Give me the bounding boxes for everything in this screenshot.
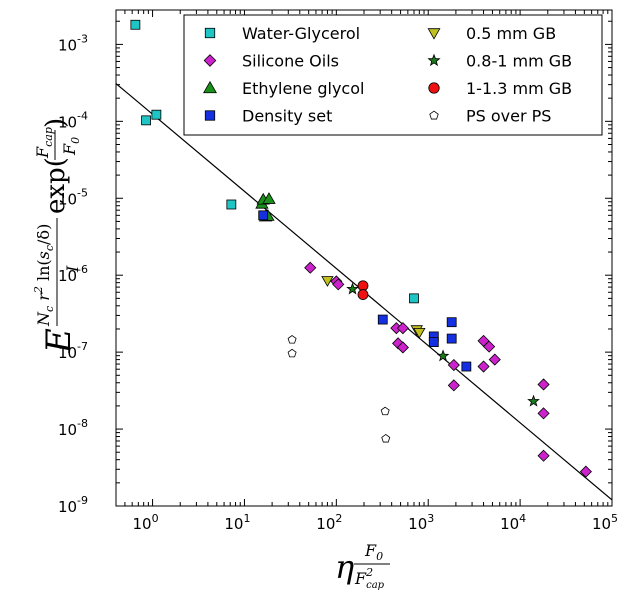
x-tick-label: 104	[500, 512, 526, 533]
legend-label-0-5-mm-gb: 0.5 mm GB	[466, 24, 556, 43]
series-density-set	[258, 210, 472, 372]
data-point-silicone-oils	[488, 353, 501, 366]
data-point-ps-over-ps	[380, 406, 390, 416]
legend-marker-density-set	[204, 110, 216, 121]
ticks-layer: 100 101 102 103 104 105 10-9 10-8 10-7 10-6 10-5 10…	[58, 10, 618, 533]
data-point-silicone-oils	[396, 341, 409, 354]
legend: Water-Glycerol Silicone Oils Ethylene glyc…	[183, 14, 603, 136]
svg-text:exp(: exp(	[41, 157, 71, 214]
y-axis-label: E Nc r2 ln(sc/δ) I exp( Fcap F0 )	[32, 118, 82, 354]
data-point-0-8-1-mm-gb	[346, 282, 359, 295]
series-0-5-mm-gb	[321, 276, 426, 339]
legend-box	[183, 14, 603, 136]
data-point-water-glycerol	[409, 293, 419, 304]
legend-label-1-1-3-mm-gb: 1-1.3 mm GB	[466, 79, 572, 98]
legend-label-ethylene-glycol: Ethylene glycol	[242, 79, 364, 98]
series-water-glycerol	[130, 19, 419, 304]
series-1-1-3-mm-gb	[357, 280, 369, 300]
svg-text:): )	[41, 118, 71, 128]
points-layer	[130, 19, 592, 478]
data-point-0-5-mm-gb	[413, 327, 426, 339]
legend-label-density-set: Density set	[242, 107, 332, 126]
x-tick-label: 103	[408, 512, 434, 533]
legend-label-0-8-1-mm-gb: 0.8-1 mm GB	[466, 52, 572, 71]
legend-marker-0-8-1-mm-gb	[427, 53, 441, 67]
data-point-silicone-oils	[579, 465, 592, 478]
y-tick-label: 10-3	[58, 32, 88, 54]
svg-text:E: E	[39, 328, 79, 354]
y-tick-label: 10-6	[58, 263, 88, 285]
data-point-ps-over-ps	[287, 348, 297, 358]
x-tick-label: 102	[316, 512, 342, 533]
data-point-density-set	[428, 337, 439, 348]
legend-marker-1-1-3-mm-gb	[428, 82, 440, 94]
data-point-1-1-3-mm-gb	[357, 289, 369, 300]
data-point-0-5-mm-gb	[321, 276, 334, 287]
svg-text:η: η	[335, 548, 354, 586]
data-point-silicone-oils	[477, 360, 490, 373]
data-point-silicone-oils	[447, 379, 460, 392]
data-point-silicone-oils	[537, 449, 550, 462]
x-tick-label: 100	[133, 512, 159, 533]
data-point-density-set	[258, 210, 269, 221]
legend-marker-ps-over-ps	[429, 110, 439, 120]
y-tick-label: 10-8	[58, 417, 88, 439]
legend-marker-0-5-mm-gb	[427, 28, 441, 40]
series-silicone-oils	[304, 261, 592, 478]
data-point-ps-over-ps	[381, 433, 391, 443]
legend-marker-ethylene-glycol	[203, 80, 217, 94]
y-tick-label: 10-4	[58, 109, 88, 131]
data-point-ps-over-ps	[287, 335, 297, 344]
series-0-8-1-mm-gb	[346, 282, 540, 407]
legend-label-ps-over-ps: PS over PS	[466, 107, 551, 126]
data-point-silicone-oils	[537, 407, 550, 420]
data-point-density-set	[446, 333, 457, 344]
legend-marker-water-glycerol	[204, 27, 216, 39]
data-point-water-glycerol	[130, 19, 141, 30]
data-point-0-8-1-mm-gb	[436, 349, 450, 362]
legend-label-silicone-oils: Silicone Oils	[242, 52, 339, 71]
legend-label-water-glycerol: Water-Glycerol	[242, 24, 360, 43]
data-point-silicone-oils	[332, 278, 345, 291]
data-point-silicone-oils	[304, 261, 317, 274]
y-tick-label: 10-5	[58, 186, 88, 208]
data-point-density-set	[377, 314, 388, 325]
data-point-ethylene-glycol	[262, 192, 276, 204]
data-point-silicone-oils	[447, 358, 460, 372]
data-point-water-glycerol	[141, 115, 151, 126]
series-ps-over-ps	[287, 335, 391, 443]
svg-text:I: I	[63, 265, 82, 273]
data-point-density-set	[446, 317, 457, 328]
data-point-0-8-1-mm-gb	[527, 394, 540, 407]
data-point-silicone-oils	[483, 340, 496, 353]
data-point-density-set	[461, 361, 472, 372]
x-tick-label: 101	[224, 512, 250, 533]
y-tick-label: 10-7	[58, 340, 88, 362]
x-tick-label: 105	[592, 512, 618, 533]
data-point-silicone-oils	[396, 322, 409, 335]
data-point-silicone-oils	[537, 378, 550, 391]
data-point-water-glycerol	[151, 109, 162, 120]
y-tick-label: 10-9	[58, 494, 88, 516]
legend-marker-silicone-oils	[203, 54, 217, 67]
data-point-water-glycerol	[226, 199, 237, 210]
